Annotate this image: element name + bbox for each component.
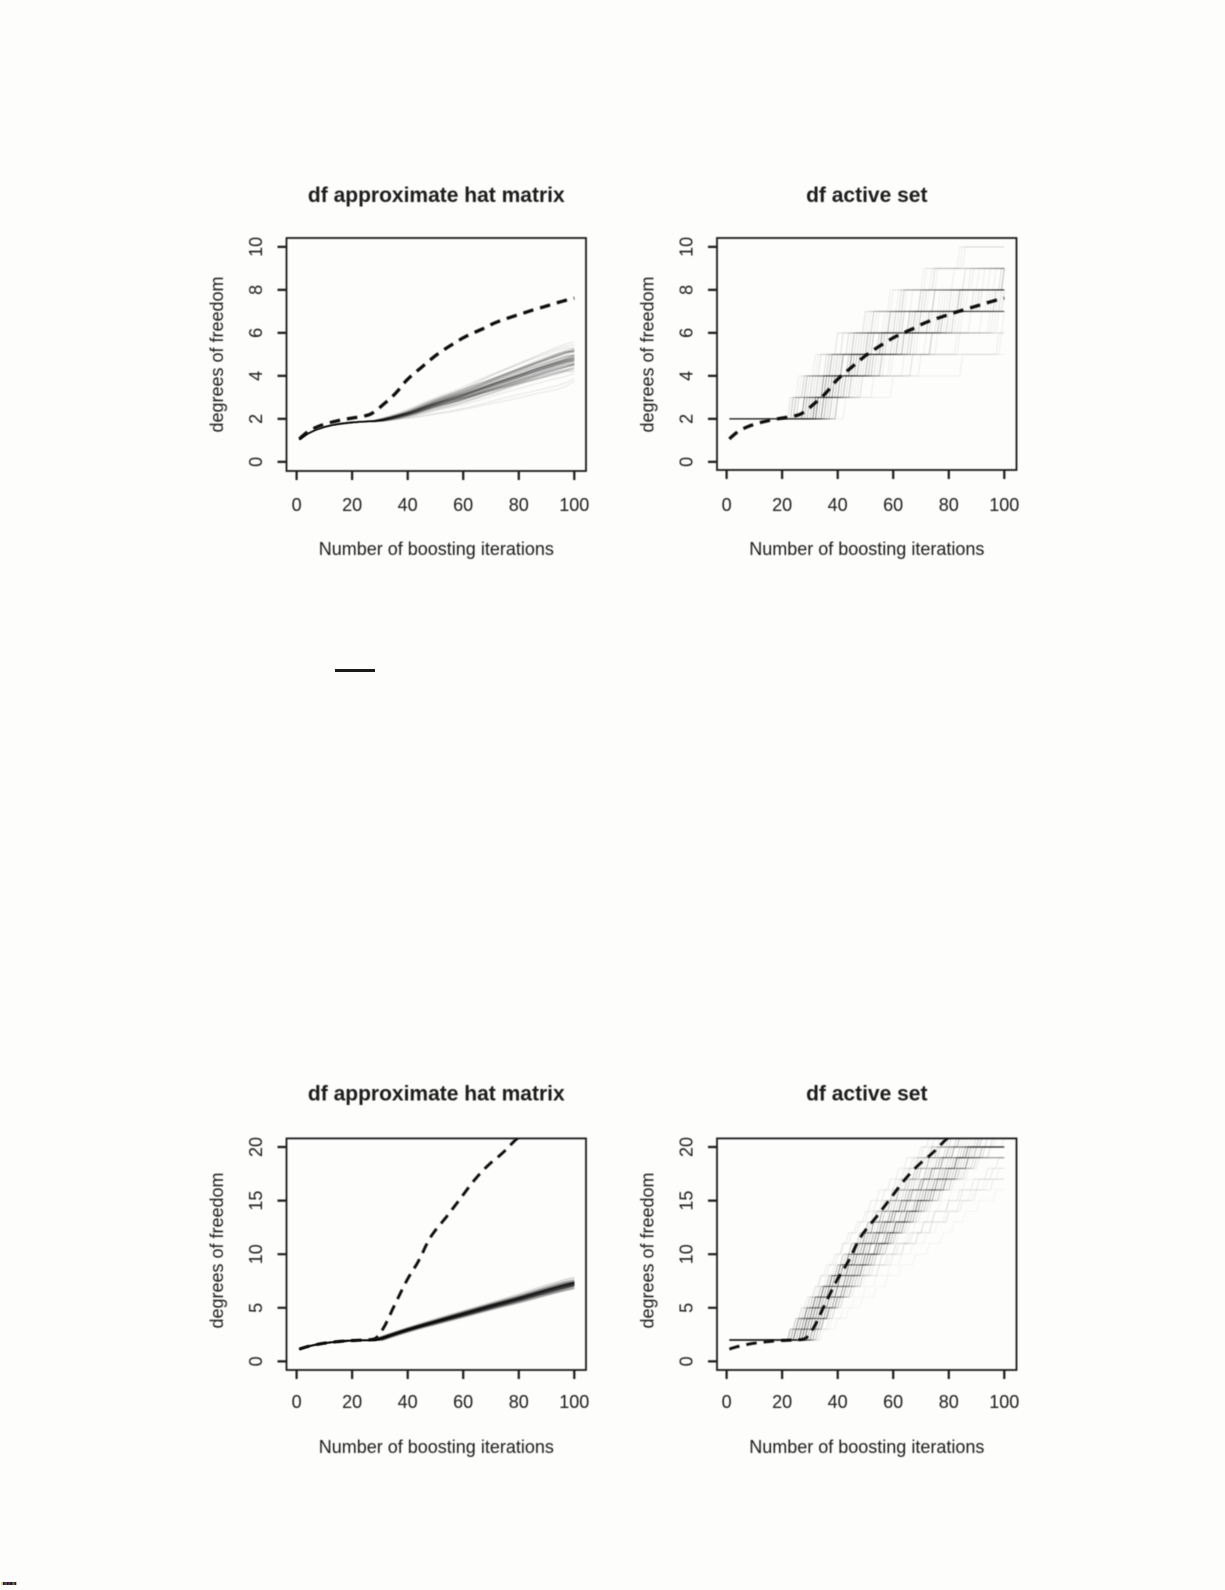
svg-text:2: 2	[677, 414, 697, 424]
svg-text:60: 60	[453, 495, 473, 515]
svg-text:80: 80	[939, 1392, 959, 1412]
svg-text:80: 80	[939, 495, 959, 515]
svg-text:0: 0	[246, 457, 266, 467]
svg-text:0: 0	[292, 1392, 302, 1412]
svg-text:0: 0	[246, 1356, 266, 1366]
svg-text:15: 15	[677, 1191, 697, 1211]
svg-text:10: 10	[246, 237, 266, 257]
svg-text:df active set: df active set	[806, 184, 927, 207]
svg-text:degrees of freedom: degrees of freedom	[638, 1172, 658, 1328]
svg-text:20: 20	[772, 495, 792, 515]
svg-text:degrees of freedom: degrees of freedom	[207, 276, 227, 432]
svg-text:20: 20	[246, 1137, 266, 1157]
svg-text:10: 10	[677, 237, 697, 257]
svg-text:0: 0	[677, 1356, 697, 1366]
svg-text:degrees of freedom: degrees of freedom	[207, 1172, 227, 1328]
svg-text:Number of boosting iterations: Number of boosting iterations	[749, 1437, 984, 1457]
svg-text:0: 0	[677, 457, 697, 467]
svg-text:100: 100	[989, 1392, 1019, 1412]
svg-text:20: 20	[342, 495, 362, 515]
svg-text:Number of boosting iterations: Number of boosting iterations	[319, 1437, 554, 1457]
svg-text:degrees of freedom: degrees of freedom	[638, 276, 658, 432]
svg-text:df approximate hat matrix: df approximate hat matrix	[308, 184, 565, 207]
svg-text:100: 100	[989, 495, 1019, 515]
svg-text:6: 6	[677, 328, 697, 338]
svg-text:60: 60	[883, 495, 903, 515]
svg-text:0: 0	[722, 1392, 732, 1412]
svg-text:8: 8	[677, 285, 697, 295]
svg-text:20: 20	[772, 1392, 792, 1412]
svg-text:80: 80	[509, 495, 529, 515]
svg-text:10: 10	[677, 1244, 697, 1264]
svg-text:5: 5	[246, 1303, 266, 1313]
svg-text:60: 60	[883, 1392, 903, 1412]
svg-text:15: 15	[246, 1191, 266, 1211]
svg-text:0: 0	[722, 495, 732, 515]
svg-text:40: 40	[398, 495, 418, 515]
svg-text:4: 4	[246, 371, 266, 381]
svg-text:40: 40	[828, 1392, 848, 1412]
svg-text:20: 20	[342, 1392, 362, 1412]
svg-text:100: 100	[559, 495, 589, 515]
svg-text:Number of boosting iterations: Number of boosting iterations	[319, 539, 554, 559]
svg-text:2: 2	[246, 414, 266, 424]
svg-text:5: 5	[677, 1303, 697, 1313]
svg-text:df approximate hat matrix: df approximate hat matrix	[308, 1083, 565, 1106]
svg-text:6: 6	[246, 328, 266, 338]
svg-text:20: 20	[677, 1137, 697, 1157]
svg-text:80: 80	[509, 1392, 529, 1412]
svg-text:Number of boosting iterations: Number of boosting iterations	[749, 539, 984, 559]
svg-text:40: 40	[828, 495, 848, 515]
svg-text:10: 10	[246, 1244, 266, 1264]
svg-text:0: 0	[292, 495, 302, 515]
svg-text:60: 60	[453, 1392, 473, 1412]
svg-text:4: 4	[677, 371, 697, 381]
svg-text:40: 40	[398, 1392, 418, 1412]
svg-text:df active set: df active set	[806, 1083, 927, 1106]
svg-text:100: 100	[559, 1392, 589, 1412]
svg-text:8: 8	[246, 285, 266, 295]
